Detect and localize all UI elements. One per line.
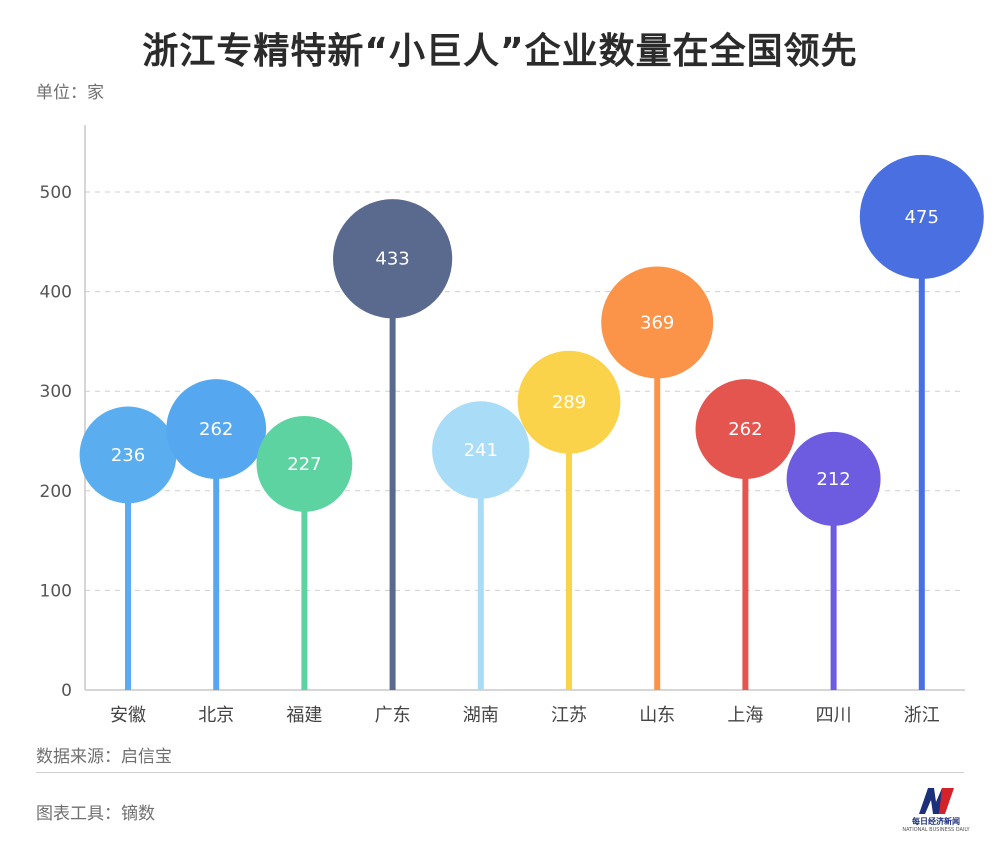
unit-label: 单位：家 — [36, 83, 104, 103]
data-label: 262 — [728, 419, 762, 440]
x-tick-label: 四川 — [816, 705, 852, 726]
x-tick-label: 江苏 — [551, 705, 587, 726]
lollipop-bubble — [166, 379, 267, 479]
x-tick-label: 安徽 — [110, 705, 146, 726]
y-tick-label: 500 — [40, 183, 72, 203]
y-tick-label: 400 — [40, 283, 72, 303]
lollipop-bubble — [517, 350, 621, 454]
data-label: 262 — [199, 419, 233, 440]
x-tick-label: 福建 — [286, 705, 322, 726]
y-tick-label: 200 — [40, 482, 72, 502]
x-tick-label: 湖南 — [463, 705, 499, 726]
lollipop-bubbles: 236 262 227 433 241 289 369 262 212 475 — [79, 154, 984, 526]
data-label: 289 — [552, 392, 586, 413]
lollipop-chart: 0 100 200 300 400 500 236 262 227 433 241 289 369 26… — [40, 125, 984, 726]
logo-text-cn: 每日经济新闻 — [912, 817, 960, 826]
data-label: 227 — [287, 454, 321, 475]
data-label: 212 — [816, 469, 850, 490]
lollipop-bubble — [333, 199, 453, 319]
x-tick-label: 山东 — [639, 705, 675, 726]
lollipop-bubble — [786, 431, 881, 526]
lollipop-bubble — [256, 416, 353, 512]
lollipop-bubble — [601, 266, 714, 379]
data-label: 475 — [905, 207, 939, 228]
x-tick-label: 北京 — [198, 705, 234, 726]
data-label: 236 — [111, 445, 145, 466]
y-tick-label: 100 — [40, 581, 72, 601]
x-axis-ticks: 安徽 北京 福建 广东 湖南 江苏 山东 上海 四川 浙江 — [110, 705, 940, 726]
data-source: 数据来源：启信宝 — [36, 747, 172, 767]
brand-logo: 每日经济新闻 NATIONAL BUSINESS DAILY — [896, 786, 976, 836]
logo-text-en: NATIONAL BUSINESS DAILY — [902, 827, 970, 833]
lollipop-bubble — [432, 401, 530, 499]
x-tick-label: 浙江 — [904, 705, 940, 726]
lollipop-bubble — [79, 406, 177, 504]
y-tick-label: 0 — [61, 681, 72, 701]
x-tick-label: 上海 — [727, 705, 763, 726]
y-tick-label: 300 — [40, 382, 72, 402]
data-label: 433 — [375, 249, 409, 270]
lollipop-bubble — [695, 379, 796, 479]
x-tick-label: 广东 — [375, 705, 411, 726]
y-axis-ticks: 0 100 200 300 400 500 — [40, 183, 72, 701]
footer-divider — [36, 772, 964, 773]
data-label: 241 — [464, 440, 498, 461]
chart-title: 浙江专精特新“小巨人”企业数量在全国领先 — [142, 31, 858, 72]
data-label: 369 — [640, 312, 674, 333]
nbd-logo-icon — [919, 788, 954, 814]
lollipop-bubble — [859, 154, 984, 279]
chart-tool: 图表工具：镝数 — [36, 804, 155, 824]
